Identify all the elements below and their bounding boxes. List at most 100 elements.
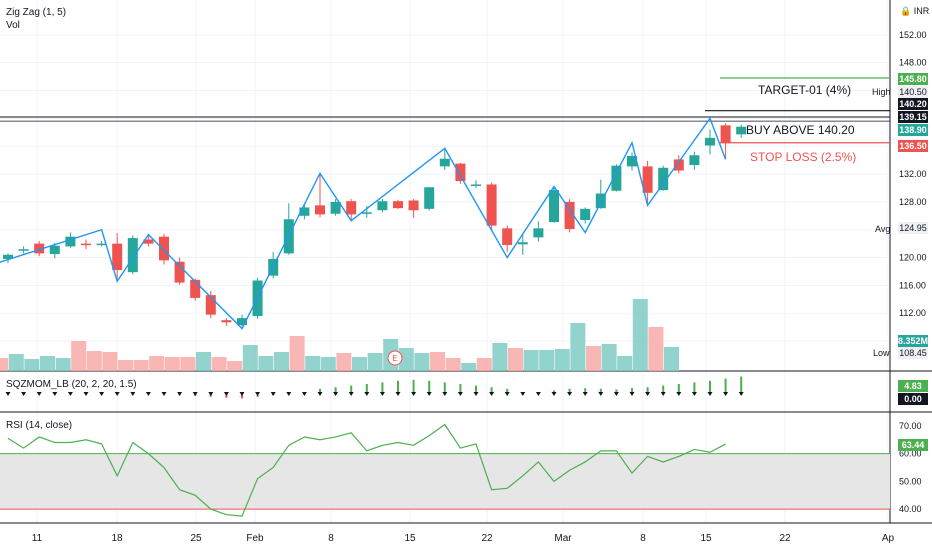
squeeze-dot: [114, 392, 120, 396]
avg-price-label: 124.95: [898, 222, 928, 234]
squeeze-dot: [520, 392, 526, 396]
rsi-tick-label: 50.00: [899, 476, 922, 486]
volume-bar: [523, 350, 539, 371]
squeeze-dot: [723, 392, 729, 396]
momentum-bar: [631, 388, 633, 392]
zigzag-line: [0, 116, 727, 330]
volume-bar: [445, 358, 461, 371]
price-tick-label: 120.00: [899, 253, 927, 263]
stop-loss-annotation: STOP LOSS (2.5%): [750, 150, 857, 164]
momentum-bar: [568, 388, 571, 392]
volume-bar: [40, 356, 55, 371]
squeeze-dot: [738, 392, 744, 396]
volume-bar: [508, 348, 523, 371]
candle-body: [346, 201, 357, 215]
candle-body: [486, 184, 497, 226]
squeeze-dot: [208, 392, 214, 396]
squeeze-dot: [161, 392, 167, 396]
momentum-bar: [365, 384, 368, 392]
currency-label[interactable]: 🔒 INR: [900, 6, 930, 16]
momentum-bar: [724, 378, 727, 392]
volume-value-label: 8.352M: [898, 335, 929, 347]
squeeze-dot: [707, 392, 713, 396]
momentum-bar: [334, 387, 337, 392]
volume-bar: [0, 358, 9, 371]
volume-bar: [586, 346, 601, 371]
candle-body: [3, 254, 13, 259]
price-tick-label: 152.00: [899, 30, 927, 40]
candle-body: [408, 200, 419, 211]
volume-bar: [227, 361, 243, 371]
candle-body: [112, 243, 123, 271]
candle-body: [658, 167, 669, 191]
volume-bar: [242, 345, 258, 371]
volume-bar: [305, 356, 321, 371]
squeeze-dot: [270, 392, 276, 396]
squeeze-dot: [551, 392, 557, 396]
candle-body: [174, 261, 185, 283]
volume-bar: [554, 349, 570, 371]
squeeze-zero-label: 0.00: [898, 393, 928, 405]
squeeze-dot: [301, 392, 307, 396]
candle-body: [627, 155, 637, 167]
volume-bar: [476, 358, 492, 371]
volume-bar: [648, 327, 664, 371]
rsi-value-label: 63.44: [898, 439, 928, 451]
momentum-bar: [662, 385, 665, 392]
volume-bar: [352, 357, 367, 371]
squeeze-dot: [660, 392, 666, 396]
candle-body: [736, 126, 747, 135]
volume-bar: [461, 363, 477, 371]
volume-bar: [492, 343, 508, 371]
volume-bar: [430, 352, 445, 371]
momentum-bar: [553, 390, 555, 392]
candle-body: [315, 205, 325, 215]
momentum-bar: [709, 380, 711, 392]
time-tick-label: Ap: [882, 533, 895, 544]
momentum-bar: [459, 384, 462, 392]
volume-bar: [664, 347, 679, 371]
momentum-bar: [693, 382, 696, 392]
rsi-band: [0, 453, 890, 510]
volume-bar: [196, 352, 211, 371]
squeeze-dot: [5, 392, 11, 396]
squeeze-dot: [473, 392, 479, 396]
momentum-bar: [599, 388, 602, 392]
candle-body: [580, 208, 591, 220]
candle-body: [517, 242, 528, 245]
squeeze-dot: [36, 392, 42, 396]
volume-bar: [539, 350, 555, 371]
high-tag: High: [872, 87, 891, 97]
rsi-line: [7, 423, 726, 517]
volume-bar: [133, 360, 149, 371]
momentum-bar: [350, 385, 353, 392]
candle-body: [377, 201, 388, 211]
squeeze-dot: [239, 392, 245, 396]
squeeze-dot: [145, 392, 151, 396]
time-tick-label: 8: [328, 533, 334, 544]
rsi-tick-label: 40.00: [899, 504, 922, 514]
candle-body: [533, 228, 544, 238]
volume-indicator-title: Vol: [6, 20, 20, 31]
squeeze-dot: [348, 392, 354, 396]
candle-body: [18, 249, 29, 251]
lock-icon: 🔒: [900, 6, 912, 16]
last-price-label: 138.90: [898, 124, 928, 136]
candle-body: [611, 165, 622, 191]
target-price-label: 145.80: [898, 73, 928, 85]
volume-bar: [320, 357, 336, 371]
candle-body: [455, 163, 466, 181]
momentum-bar: [506, 388, 509, 392]
volume-bar: [632, 299, 648, 371]
volume-bar: [274, 352, 289, 371]
volume-bar: [289, 336, 305, 371]
rsi-tick-label: 70.00: [899, 421, 922, 431]
squeeze-dot: [364, 392, 370, 396]
momentum-bar: [740, 376, 743, 392]
momentum-bar: [443, 382, 446, 392]
time-tick-label: 11: [32, 533, 43, 544]
momentum-bar: [412, 379, 415, 392]
price-tick-label: 116.00: [899, 280, 926, 290]
buy-annotation: BUY ABOVE 140.20: [746, 123, 855, 137]
